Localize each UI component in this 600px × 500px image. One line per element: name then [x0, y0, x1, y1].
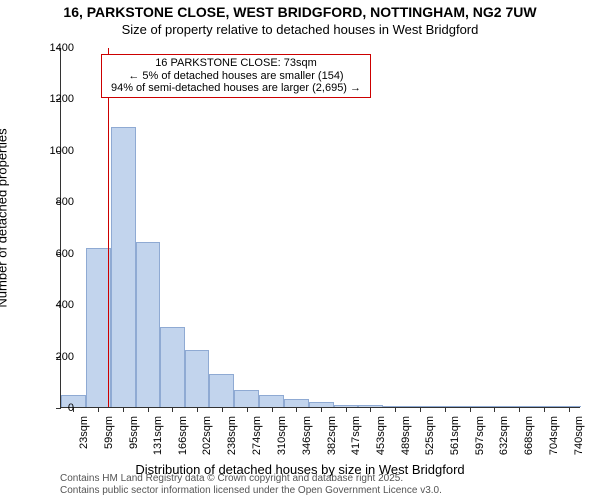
annotation-line-2: ← 5% of detached houses are smaller (154… [106, 70, 366, 83]
x-tick [247, 407, 248, 412]
x-tick [544, 407, 545, 412]
y-axis-label: Number of detached properties [0, 138, 10, 317]
x-tick [172, 407, 173, 412]
x-tick-label: 453sqm [375, 416, 387, 455]
x-tick [296, 407, 297, 412]
x-tick [346, 407, 347, 412]
x-tick [470, 407, 471, 412]
plot-area: 16 PARKSTONE CLOSE: 73sqm ← 5% of detach… [60, 48, 580, 408]
x-tick [222, 407, 223, 412]
x-tick-label: 59sqm [103, 416, 115, 449]
histogram-bar [209, 374, 234, 407]
histogram-bar [111, 127, 136, 407]
x-tick-label: 382sqm [326, 416, 338, 455]
y-tick-label: 0 [68, 402, 74, 414]
histogram-bar [234, 390, 259, 407]
x-tick [370, 407, 371, 412]
y-tick-label: 1000 [50, 145, 74, 157]
x-tick [321, 407, 322, 412]
x-tick-label: 23sqm [78, 416, 90, 449]
x-tick-label: 346sqm [301, 416, 313, 455]
x-tick [197, 407, 198, 412]
chart-container: 16, PARKSTONE CLOSE, WEST BRIDGFORD, NOT… [0, 0, 600, 500]
x-tick [494, 407, 495, 412]
x-tick [519, 407, 520, 412]
x-tick-label: 632sqm [499, 416, 511, 455]
x-tick-label: 417sqm [350, 416, 362, 455]
x-tick [420, 407, 421, 412]
x-tick [569, 407, 570, 412]
y-tick-label: 400 [56, 299, 74, 311]
x-tick [123, 407, 124, 412]
x-tick-label: 704sqm [548, 416, 560, 455]
x-tick-label: 202sqm [202, 416, 214, 455]
chart-subtitle: Size of property relative to detached ho… [0, 22, 600, 38]
x-tick-label: 131sqm [153, 416, 165, 455]
annotation-line-3: 94% of semi-detached houses are larger (… [106, 82, 366, 95]
x-tick-label: 668sqm [523, 416, 535, 455]
footer-line-2: Contains public sector information licen… [60, 485, 442, 497]
footer-line-1: Contains HM Land Registry data © Crown c… [60, 473, 442, 485]
x-tick-label: 166sqm [177, 416, 189, 455]
annotation-line-1: 16 PARKSTONE CLOSE: 73sqm [106, 57, 366, 70]
x-tick [395, 407, 396, 412]
histogram-bar [136, 242, 161, 407]
x-tick-label: 310sqm [276, 416, 288, 455]
y-tick-label: 800 [56, 196, 74, 208]
histogram-bar [160, 327, 184, 407]
x-tick-label: 740sqm [573, 416, 585, 455]
x-tick-label: 274sqm [251, 416, 263, 455]
histogram-bar [185, 350, 210, 407]
x-tick-label: 525sqm [425, 416, 437, 455]
x-tick-label: 238sqm [226, 416, 238, 455]
histogram-bar [259, 395, 284, 407]
y-tick-label: 1200 [50, 93, 74, 105]
x-tick [98, 407, 99, 412]
y-tick-label: 1400 [50, 42, 74, 54]
x-tick [445, 407, 446, 412]
x-tick [272, 407, 273, 412]
chart-title: 16, PARKSTONE CLOSE, WEST BRIDGFORD, NOT… [0, 4, 600, 21]
annotation-box: 16 PARKSTONE CLOSE: 73sqm ← 5% of detach… [101, 54, 371, 98]
footer-attribution: Contains HM Land Registry data © Crown c… [60, 473, 442, 496]
x-tick-label: 95sqm [128, 416, 140, 449]
x-tick [148, 407, 149, 412]
x-tick-label: 561sqm [449, 416, 461, 455]
histogram-bar [284, 399, 309, 407]
y-tick-label: 200 [56, 351, 74, 363]
y-tick [56, 408, 61, 409]
x-tick-label: 489sqm [400, 416, 412, 455]
x-tick-label: 597sqm [474, 416, 486, 455]
property-marker-line [108, 48, 109, 407]
y-tick-label: 600 [56, 248, 74, 260]
